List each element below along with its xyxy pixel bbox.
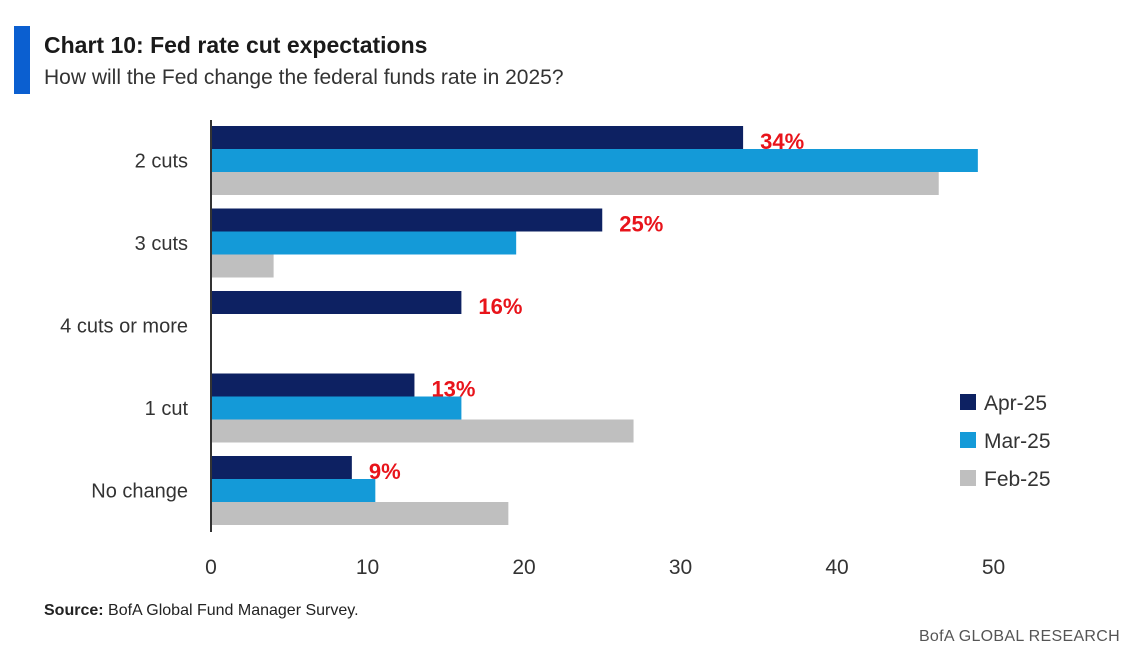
category-label: 3 cuts [135, 233, 188, 255]
bar-feb-25 [211, 419, 634, 443]
bar-apr-25 [211, 373, 415, 397]
bar-mar-25 [211, 231, 517, 255]
category-label: 1 cut [145, 398, 189, 420]
chart-title: Chart 10: Fed rate cut expectations [44, 32, 428, 58]
bar-mar-25 [211, 479, 376, 502]
legend-label: Apr-25 [984, 392, 1047, 415]
title-accent-bar [14, 26, 30, 94]
brand-footer: BofA GLOBAL RESEARCH [918, 628, 1120, 645]
legend-swatch [960, 394, 976, 410]
legend-label: Feb-25 [984, 468, 1051, 491]
bar-chart: 2 cuts 34% 3 cuts 25% 4 cuts or more 16% 1 cut… [60, 120, 1051, 579]
data-label: 16% [478, 294, 522, 319]
legend-label: Mar-25 [984, 430, 1051, 453]
category-label: 4 cuts or more [60, 316, 188, 338]
data-label: 34% [760, 129, 804, 154]
category-label: 2 cuts [135, 151, 188, 173]
data-label: 13% [431, 377, 475, 402]
data-label: 25% [619, 212, 663, 237]
data-label: 9% [369, 459, 401, 484]
source-text: BofA Global Fund Manager Survey. [103, 602, 359, 619]
source-note: Source: BofA Global Fund Manager Survey. [44, 602, 359, 620]
category-label: No change [91, 481, 188, 503]
bar-mar-25 [211, 396, 462, 420]
x-tick-label: 30 [669, 556, 692, 579]
legend-swatch [960, 432, 976, 448]
legend-swatch [960, 470, 976, 486]
chart-subtitle: How will the Fed change the federal fund… [44, 66, 564, 89]
bar-mar-25 [211, 149, 978, 172]
x-tick-label: 0 [205, 556, 217, 579]
bar-feb-25 [211, 502, 509, 525]
bar-feb-25 [211, 172, 939, 195]
bar-feb-25 [211, 254, 274, 278]
bar-apr-25 [211, 456, 352, 479]
x-tick-label: 50 [982, 556, 1005, 579]
bar-apr-25 [211, 126, 744, 149]
x-tick-label: 10 [356, 556, 379, 579]
bar-apr-25 [211, 291, 462, 314]
x-tick-label: 40 [825, 556, 848, 579]
x-tick-label: 20 [512, 556, 535, 579]
source-prefix: Source: [44, 602, 104, 619]
bar-apr-25 [211, 208, 603, 232]
